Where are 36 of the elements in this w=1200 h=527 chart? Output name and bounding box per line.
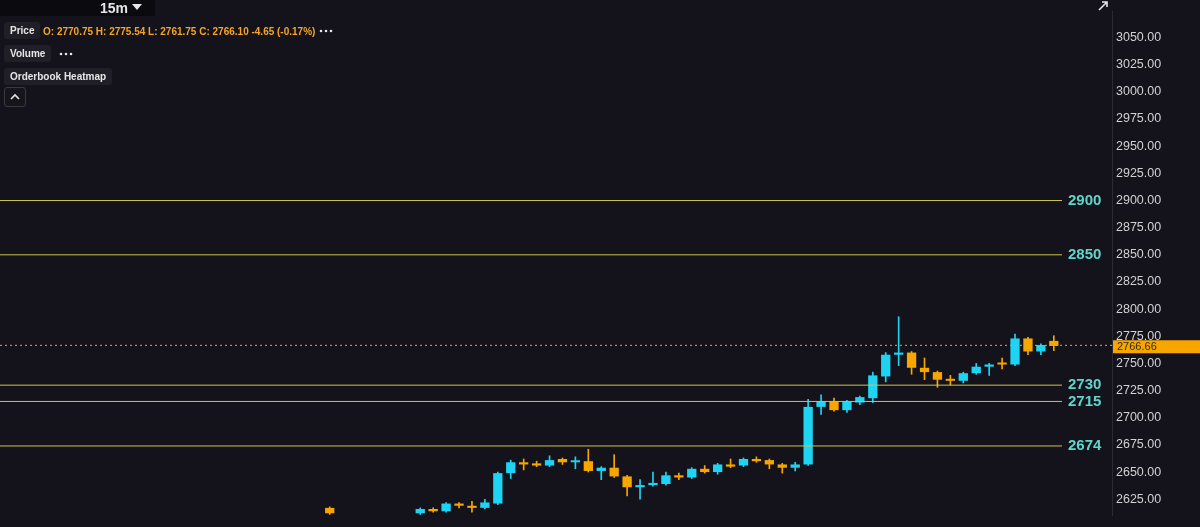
y-tick-label: 2875.00 [1116, 220, 1162, 235]
candlestick [984, 363, 994, 376]
y-tick-label: 2825.00 [1116, 274, 1162, 289]
y-tick-label: 2900.00 [1116, 192, 1162, 207]
candlestick [519, 458, 529, 471]
candlestick [467, 501, 477, 513]
annotation: Orderbook Heatmap [4, 68, 113, 85]
y-tick-label: 2625.00 [1116, 491, 1162, 506]
y-tick-label: 2650.00 [1116, 464, 1162, 479]
y-tick-label: 2750.00 [1116, 355, 1162, 370]
candlestick [648, 471, 658, 487]
y-tick-label: 2975.00 [1116, 111, 1162, 126]
y-tick-label: 3025.00 [1116, 57, 1162, 72]
ref-line-label: 2766.66 [1117, 340, 1157, 353]
candlestick [596, 466, 606, 480]
y-tick-label: 2925.00 [1116, 165, 1162, 180]
annotation: Price [4, 22, 41, 39]
ref-line-label: 2850 [1068, 244, 1102, 262]
ref-line-label: 2730 [1068, 375, 1102, 393]
ref-line-label: 2674 [1068, 436, 1103, 454]
candlestick [997, 357, 1007, 370]
ref-line-label: 2715 [1068, 391, 1102, 409]
y-tick-label: 2950.00 [1116, 138, 1162, 153]
y-tick-label: 3050.00 [1116, 30, 1162, 45]
y-tick-label: 2725.00 [1116, 383, 1162, 398]
candlestick [635, 479, 645, 500]
chart-title: 15m [100, 0, 129, 16]
y-tick-label: 2675.00 [1116, 437, 1162, 452]
annotation: Volume [4, 45, 52, 62]
y-tick-label: 2700.00 [1116, 410, 1162, 425]
y-tick-label: 3000.00 [1116, 84, 1162, 99]
y-tick-label: 2850.00 [1116, 247, 1162, 262]
annotation: O: 2770.75 H: 2775.54 L: 2761.75 C: 2766.10 -4.65 (-0.17%) [43, 26, 316, 37]
y-tick-label: 2800.00 [1116, 301, 1162, 316]
y-tick-label: 2775.00 [1116, 328, 1162, 343]
ref-line-label: 2900 [1068, 190, 1102, 208]
